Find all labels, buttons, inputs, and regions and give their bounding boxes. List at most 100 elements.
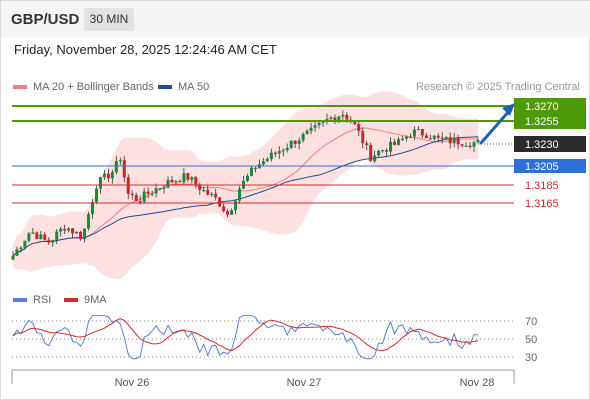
- timeframe-button[interactable]: 30 MIN: [84, 8, 134, 31]
- candle: [377, 149, 381, 157]
- candle: [174, 179, 178, 186]
- candle: [75, 231, 79, 234]
- candle: [249, 165, 253, 177]
- candle: [369, 142, 373, 162]
- level-support: 1.3185: [12, 180, 559, 192]
- candle: [202, 186, 206, 193]
- candle: [43, 232, 47, 241]
- candle: [106, 168, 110, 183]
- candle: [273, 151, 277, 158]
- legend-ma20: MA 20 + Bollinger Bands: [13, 81, 154, 93]
- candle: [281, 148, 285, 157]
- level-label: 1.3205: [525, 161, 559, 173]
- candle: [47, 237, 51, 245]
- legend-rsi-label: RSI: [33, 294, 52, 306]
- candle: [416, 126, 420, 131]
- legend-ma9: 9MA: [64, 294, 107, 306]
- price-levels-layer: 1.3270 1.3255 1.3230 1.3205 1.3185 1.3165: [12, 98, 586, 210]
- candle: [35, 231, 39, 240]
- level-label: 1.3185: [525, 180, 559, 192]
- level-label: 1.3255: [525, 116, 559, 128]
- candle: [210, 191, 214, 197]
- candle: [289, 140, 293, 150]
- candle: [218, 196, 222, 208]
- candle: [452, 133, 456, 148]
- candlestick-layer: [11, 110, 480, 261]
- candle: [130, 190, 134, 200]
- candle: [373, 150, 377, 164]
- candle: [39, 231, 43, 240]
- candle: [325, 113, 329, 125]
- candle: [424, 132, 428, 139]
- candle: [265, 157, 269, 163]
- ma20-swatch: [13, 85, 27, 89]
- rsi-level-label: 70: [525, 316, 537, 328]
- candle: [432, 135, 436, 141]
- candle: [404, 135, 408, 142]
- candle: [301, 132, 305, 143]
- candle: [67, 226, 71, 233]
- candle: [114, 156, 118, 175]
- level-current: 1.3230: [478, 136, 586, 152]
- x-axis-label: Nov 27: [287, 377, 322, 389]
- forecast-arrow-icon: [479, 103, 515, 145]
- time-axis: Nov 26 Nov 27 Nov 28: [11, 369, 515, 389]
- level-pivot: 1.3205: [12, 159, 586, 173]
- candle: [397, 136, 401, 146]
- candle: [385, 148, 389, 158]
- candle: [393, 138, 397, 146]
- candle: [186, 172, 190, 182]
- candle: [440, 132, 444, 144]
- candle: [71, 227, 75, 239]
- candle: [357, 122, 361, 137]
- candle: [55, 228, 59, 244]
- candle: [277, 146, 281, 159]
- timestamp: Friday, November 28, 2025 12:24:46 AM CE…: [14, 42, 277, 57]
- candle: [408, 133, 412, 138]
- candle: [285, 143, 289, 153]
- candle: [154, 183, 158, 198]
- legend-rsi: RSI: [13, 294, 51, 306]
- candle: [27, 232, 31, 243]
- candle: [253, 167, 257, 173]
- candle: [178, 179, 182, 183]
- candle: [83, 228, 87, 243]
- x-axis-label: Nov 28: [460, 377, 495, 389]
- candle: [468, 142, 472, 149]
- candle: [230, 208, 234, 215]
- rsi-level-label: 50: [525, 334, 537, 346]
- candle: [31, 228, 35, 235]
- rsi-ma9-line: [12, 318, 479, 352]
- candle: [110, 169, 114, 184]
- candle: [293, 139, 297, 148]
- candle: [15, 246, 19, 257]
- candle: [420, 129, 424, 139]
- candle: [190, 176, 194, 184]
- candle: [269, 148, 273, 162]
- candle: [381, 149, 385, 153]
- candle: [460, 144, 464, 148]
- candle: [305, 129, 309, 135]
- rsi-line: [12, 315, 479, 360]
- candle: [170, 176, 174, 184]
- candle: [400, 136, 404, 141]
- candle: [313, 120, 317, 132]
- candle: [90, 198, 94, 220]
- candle: [63, 224, 67, 234]
- candle: [309, 122, 313, 135]
- legend-ma50: MA 50: [158, 81, 209, 93]
- candle: [365, 140, 369, 150]
- candle: [389, 137, 393, 156]
- candle: [206, 185, 210, 196]
- candle: [162, 185, 166, 194]
- level-resistance: 1.3270: [12, 98, 586, 114]
- ma9-swatch: [64, 298, 78, 302]
- candle: [333, 114, 337, 125]
- candle: [122, 155, 126, 183]
- symbol-title: GBP/USD: [11, 11, 80, 28]
- candle: [194, 175, 198, 189]
- candle: [146, 187, 150, 199]
- moving-average-layer: [12, 127, 479, 257]
- candle: [238, 186, 242, 204]
